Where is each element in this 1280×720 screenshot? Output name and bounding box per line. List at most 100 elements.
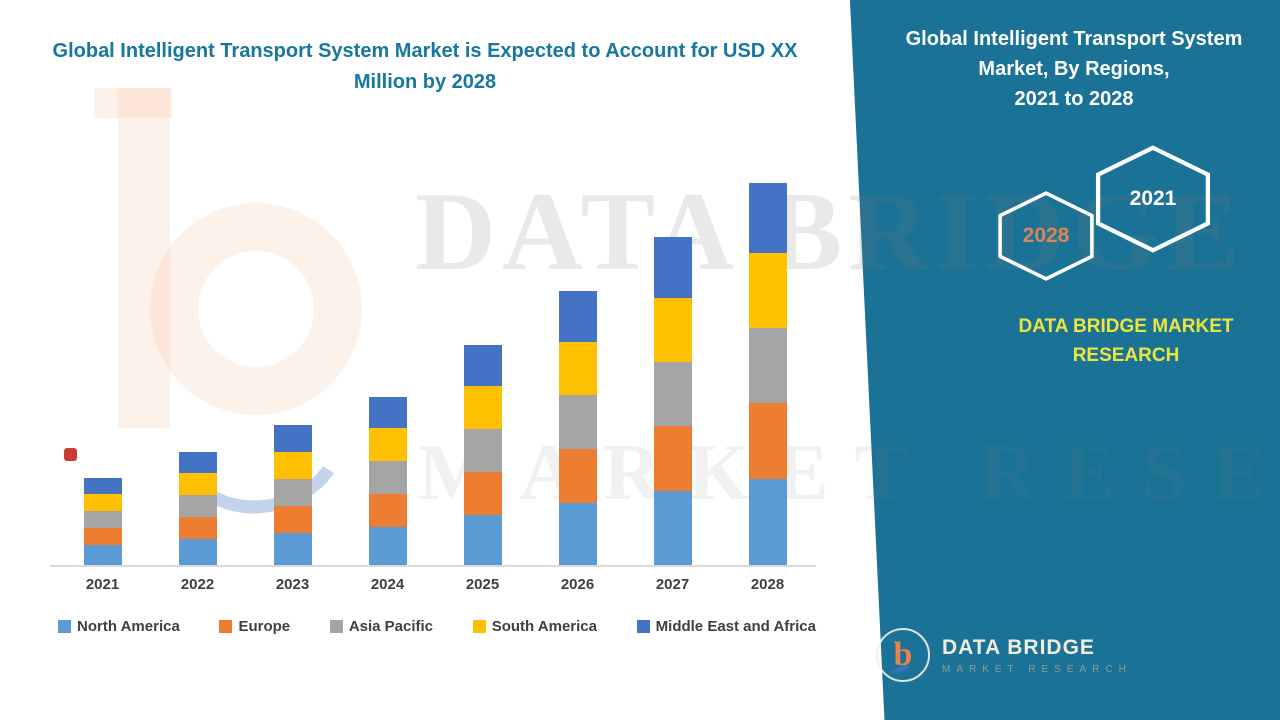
- bar-group: [150, 175, 245, 565]
- bar-segment-north-america: [368, 527, 407, 565]
- bar-segment-europe: [463, 472, 502, 515]
- bar-segment-europe: [83, 528, 122, 545]
- bar-group: [245, 175, 340, 565]
- bar-segment-north-america: [178, 539, 217, 565]
- x-axis-label: 2026: [560, 576, 595, 593]
- legend-item: South America: [472, 618, 597, 635]
- x-axis-labels: 2021 2022 2023 2024 2025 2026 2027 2028: [55, 576, 815, 593]
- bar-segment-europe: [273, 506, 312, 533]
- x-axis-label: 2024: [370, 576, 405, 593]
- x-axis-label: 2027: [655, 576, 690, 593]
- brand-text: DATA BRIDGE MARKET RESEARCH: [985, 312, 1267, 370]
- bar-segment-middle-east-and-africa: [558, 291, 597, 342]
- bar-segment-asia-pacific: [368, 461, 407, 494]
- bar-segment-north-america: [463, 515, 502, 565]
- logo-tagline: MARKET RESEARCH: [942, 663, 1132, 675]
- hexagon-2028-badge: 2028: [995, 190, 1097, 282]
- bar-segment-europe: [558, 449, 597, 503]
- legend-swatch: [636, 620, 650, 633]
- legend-label: Middle East and Africa: [655, 618, 816, 635]
- right-panel-title-line1: Global Intelligent Transport System: [905, 28, 1243, 50]
- bar-stack: [748, 183, 787, 565]
- bar-segment-middle-east-and-africa: [748, 183, 787, 253]
- bar-segment-europe: [653, 426, 692, 491]
- right-panel-title: Global Intelligent Transport System Mark…: [878, 24, 1270, 114]
- bar-stack: [273, 425, 312, 565]
- legend-item: Europe: [219, 618, 290, 635]
- bar-segment-north-america: [83, 545, 122, 565]
- legend-item: Asia Pacific: [329, 618, 434, 635]
- bar-segment-north-america: [653, 491, 692, 565]
- bar-segment-south-america: [368, 428, 407, 461]
- bar-segment-middle-east-and-africa: [653, 237, 692, 298]
- bar-segment-asia-pacific: [558, 395, 597, 449]
- data-bridge-logo: b DATA BRIDGE MARKET RESEARCH: [876, 628, 1132, 682]
- legend-swatch: [472, 620, 486, 633]
- legend-item: North America: [58, 618, 180, 635]
- watermark-b-stem: [118, 88, 170, 428]
- bar-segment-south-america: [653, 298, 692, 362]
- bar-segment-north-america: [748, 479, 787, 565]
- bar-segment-europe: [368, 494, 407, 527]
- x-axis-label: 2022: [180, 576, 215, 593]
- brand-text-line2: RESEARCH: [1072, 345, 1180, 366]
- bar-group: [530, 175, 625, 565]
- bar-segment-north-america: [558, 503, 597, 565]
- watermark-red-dot: [64, 448, 77, 461]
- right-panel-title-line3: 2021 to 2028: [1014, 88, 1134, 110]
- legend-label: Europe: [238, 618, 291, 635]
- bar-stack: [178, 452, 217, 565]
- bar-stack: [653, 237, 692, 565]
- bar-stack: [368, 397, 407, 565]
- bar-segment-north-america: [273, 533, 312, 565]
- hexagon-2028-label: 2028: [1022, 224, 1070, 247]
- bar-segment-south-america: [178, 473, 217, 495]
- bar-segment-asia-pacific: [653, 362, 692, 426]
- bar-group: [625, 175, 720, 565]
- logo-circle-icon: b: [876, 628, 930, 682]
- bar-segment-south-america: [273, 452, 312, 479]
- logo-b-glyph: b: [893, 636, 913, 673]
- bar-segment-middle-east-and-africa: [83, 478, 122, 494]
- bar-segment-asia-pacific: [273, 479, 312, 506]
- bar-segment-middle-east-and-africa: [178, 452, 217, 473]
- bar-segment-europe: [178, 517, 217, 539]
- hexagon-outline-icon: [998, 191, 1094, 281]
- bar-group: [720, 175, 815, 565]
- bar-group: [435, 175, 530, 565]
- legend-swatch: [329, 620, 343, 633]
- legend-swatch: [219, 620, 233, 633]
- x-axis-line: [50, 565, 816, 567]
- logo-words: DATA BRIDGE MARKET RESEARCH: [942, 636, 1132, 675]
- bar-group: [55, 175, 150, 565]
- hexagon-2021-label: 2021: [1129, 187, 1177, 210]
- legend-item: Middle East and Africa: [636, 618, 816, 635]
- bar-segment-asia-pacific: [463, 429, 502, 472]
- bar-group: [340, 175, 435, 565]
- legend: North America Europe Asia Pacific South Ame…: [58, 618, 816, 635]
- watermark-b-serif: [94, 88, 172, 118]
- right-panel-title-line2: Market, By Regions,: [978, 58, 1170, 80]
- bar-segment-europe: [748, 403, 787, 479]
- bar-segment-south-america: [748, 253, 787, 328]
- bar-segment-middle-east-and-africa: [273, 425, 312, 452]
- chart-title: Global Intelligent Transport System Mark…: [52, 40, 798, 93]
- bar-segment-asia-pacific: [748, 328, 787, 403]
- bar-segment-south-america: [83, 494, 122, 511]
- legend-label: Asia Pacific: [348, 618, 434, 635]
- x-axis-label: 2028: [750, 576, 785, 593]
- bar-plot: [55, 175, 815, 565]
- hexagon-2021-badge: 2021: [1092, 144, 1214, 254]
- bar-segment-asia-pacific: [178, 495, 217, 517]
- bar-segment-middle-east-and-africa: [463, 345, 502, 386]
- bar-stack: [463, 345, 502, 565]
- legend-swatch: [58, 620, 71, 633]
- bar-segment-middle-east-and-africa: [368, 397, 407, 428]
- logo-name: DATA BRIDGE: [942, 635, 1095, 659]
- x-axis-label: 2023: [275, 576, 310, 593]
- x-axis-label: 2021: [85, 576, 120, 593]
- bar-segment-asia-pacific: [83, 511, 122, 528]
- legend-label: North America: [77, 618, 180, 635]
